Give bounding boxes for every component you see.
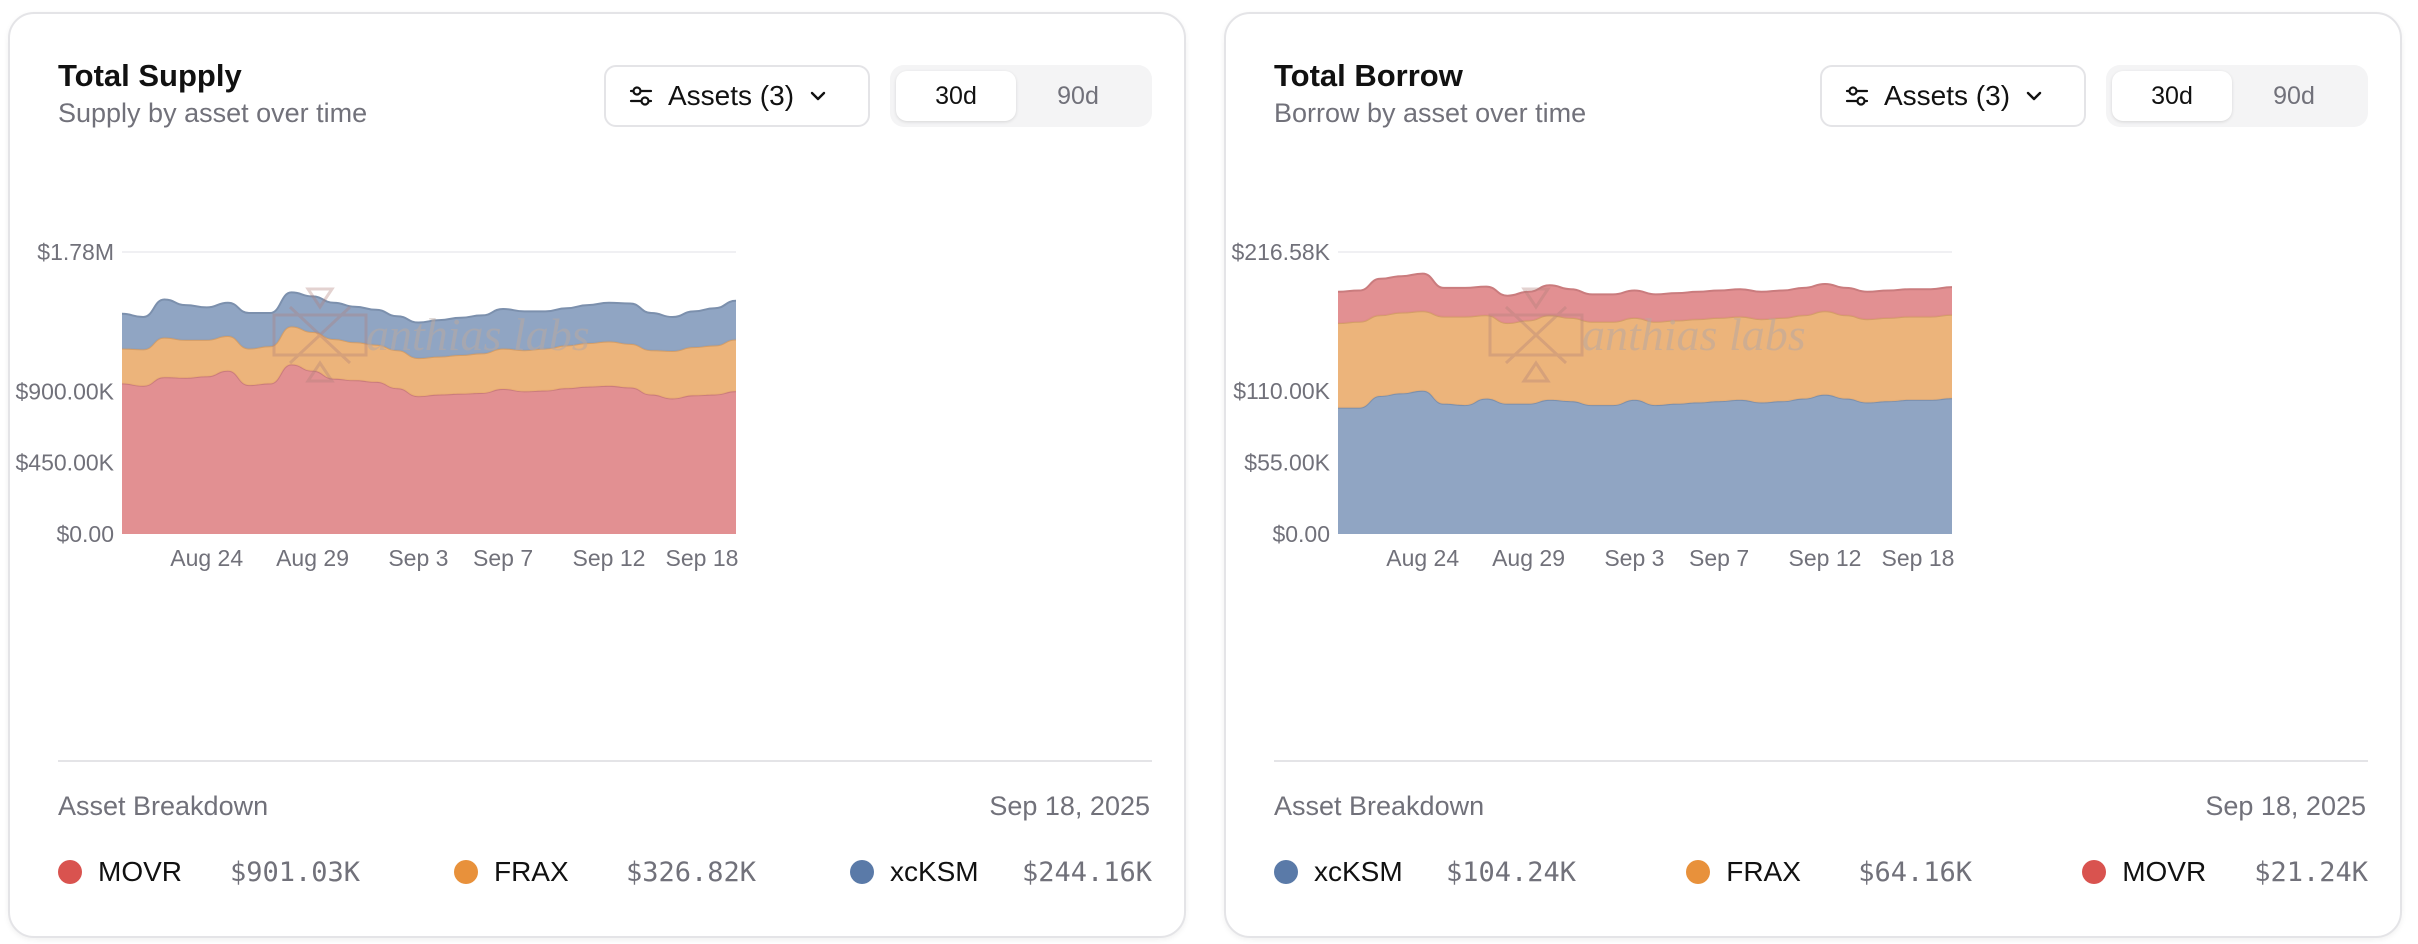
card-subtitle: Supply by asset over time [58,98,368,128]
range-toggle: 30d 90d [890,65,1152,127]
asset-legend: xcKSM $104.24K FRAX $64.16K MOVR $21.24K [1274,852,2368,892]
breakdown-date: Sep 18, 2025 [2205,791,2366,821]
range-30d-button[interactable]: 30d [2112,71,2232,121]
sliders-icon [1845,86,1869,106]
legend-name: MOVR [98,856,182,887]
area-movr [1338,273,1952,324]
y-tick-label: $216.58K [1232,239,1331,265]
legend-item-xcksm: xcKSM $244.16K [849,856,1152,888]
legend-dot [2082,860,2107,884]
range-90d-button[interactable]: 90d [2273,81,2315,110]
watermark-text: anthias labs [1582,309,1806,360]
borrow-area-chart: $0.00 $55.00K $110.00K $216.58K Aug 24 Aug 29… [1232,239,1955,571]
card-subtitle: Borrow by asset over time [1274,98,1587,128]
x-tick-label: Sep 18 [1882,545,1955,571]
range-30d-button[interactable]: 30d [896,71,1016,121]
divider [1274,760,2368,762]
borrow-card: Total Borrow Borrow by asset over time A… [1224,12,2402,938]
x-tick-label: Sep 7 [1689,545,1749,571]
y-tick-label: $450.00K [16,450,115,476]
y-tick-label: $55.00K [1244,449,1330,475]
card-title: Total Supply [58,58,242,93]
breakdown-label: Asset Breakdown [58,791,269,821]
y-tick-label: $0.00 [1272,521,1330,547]
legend-item-movr: MOVR $21.24K [2082,856,2368,888]
x-tick-label: Sep 12 [1789,545,1862,571]
breakdown-label: Asset Breakdown [1274,791,1485,821]
area-frax [1338,311,1952,408]
legend-value: $244.16K [1021,856,1152,888]
legend-item-frax: FRAX $326.82K [453,856,757,888]
y-tick-label: $110.00K [1233,378,1330,404]
area-edge-xcksm [121,291,737,324]
legend-value: $21.24K [2254,856,2368,888]
y-tick-label: $0.00 [56,521,114,547]
area-movr [122,364,736,534]
area-xcksm [122,292,736,359]
range-toggle: 30d 90d [2106,65,2368,127]
chevron-down-icon [2026,91,2042,101]
supply-area-chart: $0.00 $450.00K $900.00K $1.78M Aug 24 Aug 29 S… [16,239,739,571]
x-tick-label: Aug 29 [276,545,349,571]
x-tick-label: Sep 3 [1604,545,1664,571]
x-tick-label: Sep 3 [388,545,448,571]
y-tick-label: $900.00K [16,378,115,404]
assets-filter-label: Assets (3) [1884,80,2011,111]
watermark-logo [272,287,368,383]
legend-dot [1686,860,1711,884]
x-tick-label: Aug 24 [170,545,243,571]
legend-dot [1274,860,1298,884]
legend-value: $326.82K [625,856,757,888]
legend-name: FRAX [493,856,569,887]
x-tick-label: Sep 18 [666,545,739,571]
legend-item-frax: FRAX $64.16K [1686,856,1972,888]
legend-value: $64.16K [1858,856,1973,888]
divider [58,760,1152,762]
watermark-text: anthias labs [366,309,590,360]
x-tick-label: Sep 7 [473,545,533,571]
area-edge-movr [1337,272,1953,297]
asset-legend: MOVR $901.03K FRAX $326.82K xcKSM $244.1… [58,852,1152,892]
assets-filter-button[interactable]: Assets (3) [1820,65,2086,127]
sliders-icon [629,86,653,106]
legend-value: $104.24K [1446,856,1577,888]
x-tick-label: Sep 12 [573,545,646,571]
legend-dot [453,860,478,884]
legend-dot [849,860,874,884]
breakdown-date: Sep 18, 2025 [989,791,1150,821]
x-tick-label: Aug 24 [1386,545,1459,571]
chevron-down-icon [810,91,826,101]
assets-filter-button[interactable]: Assets (3) [604,65,870,127]
y-tick-label: $1.78M [37,239,114,265]
supply-card: Total Supply Supply by asset over time A… [8,12,1186,938]
legend-name: FRAX [1726,856,1801,887]
legend-name: xcKSM [889,856,979,887]
assets-filter-label: Assets (3) [668,80,795,111]
area-xcksm [1338,390,1952,534]
range-90d-button[interactable]: 90d [1057,81,1099,110]
legend-name: MOVR [2122,856,2207,887]
legend-item-xcksm: xcKSM $104.24K [1274,856,1576,888]
legend-item-movr: MOVR $901.03K [58,856,360,888]
card-title: Total Borrow [1274,58,1463,93]
x-tick-label: Aug 29 [1492,545,1565,571]
legend-name: xcKSM [1314,856,1403,887]
legend-dot [58,860,82,884]
watermark-logo [1488,287,1584,383]
legend-value: $901.03K [230,856,361,888]
